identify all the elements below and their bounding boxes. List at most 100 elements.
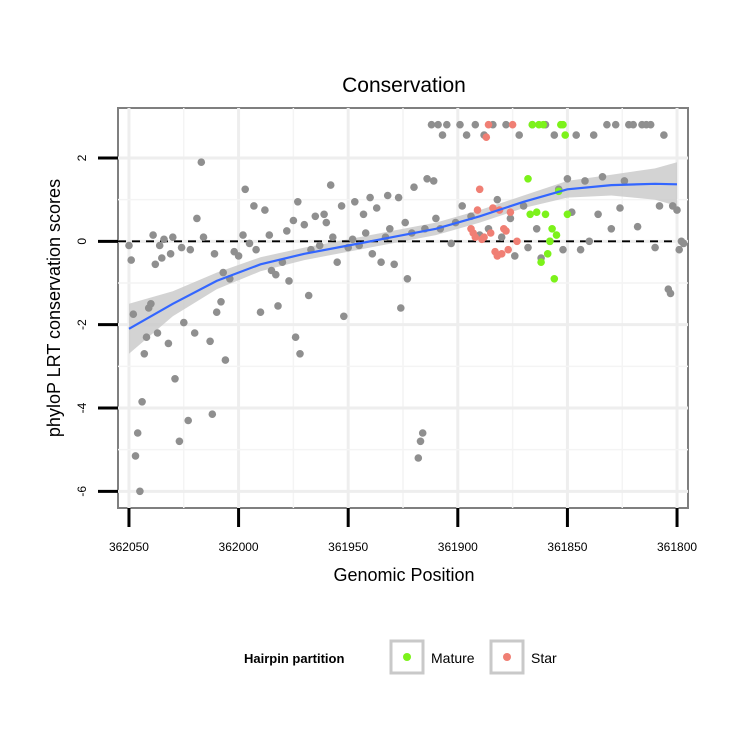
data-point-other	[322, 218, 331, 227]
y-axis-title: phyloP LRT conservation scores	[44, 179, 64, 437]
data-point-other	[394, 193, 403, 202]
legend-marker-star	[503, 653, 511, 661]
data-point-other	[272, 270, 280, 279]
data-point-other	[633, 222, 642, 231]
data-point-other	[550, 131, 559, 139]
data-point-other	[629, 120, 637, 129]
data-point-other	[234, 252, 243, 260]
data-point-other	[397, 304, 405, 312]
data-point-other	[679, 239, 688, 248]
data-point-other	[283, 227, 291, 235]
data-point-star	[489, 204, 497, 212]
data-point-other	[666, 289, 675, 298]
data-point-other	[675, 245, 683, 254]
data-point-other	[414, 454, 423, 462]
data-point-other	[252, 245, 260, 254]
data-point-other	[576, 245, 585, 254]
data-point-other	[655, 202, 664, 210]
data-point-other	[245, 239, 254, 248]
data-point-other	[190, 329, 199, 337]
data-point-other	[169, 233, 177, 241]
data-point-other	[177, 243, 186, 252]
data-point-other	[239, 231, 247, 239]
data-point-other	[515, 131, 523, 139]
data-point-mature	[532, 208, 541, 216]
data-point-other	[594, 210, 602, 219]
data-point-other	[456, 120, 464, 129]
data-point-other	[359, 210, 368, 219]
data-point-other	[296, 350, 304, 358]
data-point-mature	[563, 210, 572, 219]
grid-lines	[118, 108, 688, 508]
x-axis-title: Genomic Position	[333, 565, 474, 585]
data-point-other	[581, 177, 589, 185]
data-point-other	[140, 350, 149, 358]
data-point-other	[418, 429, 427, 437]
data-point-other	[333, 258, 342, 267]
data-point-other	[563, 175, 572, 183]
data-point-other	[340, 312, 348, 321]
data-point-other	[559, 245, 567, 254]
data-point-other	[368, 250, 377, 258]
data-point-mature	[526, 210, 534, 219]
legend-label-star: Star	[531, 650, 557, 666]
data-point-other	[241, 185, 249, 194]
data-point-other	[403, 275, 412, 283]
data-point-other	[265, 231, 274, 239]
data-point-other	[443, 120, 451, 129]
data-point-other	[598, 173, 607, 181]
data-point-other	[153, 329, 162, 337]
data-point-other	[416, 437, 425, 446]
data-point-other	[217, 298, 225, 306]
data-point-other	[410, 183, 418, 191]
data-point-other	[603, 120, 611, 129]
y-tick-label: -4	[75, 402, 89, 413]
data-point-other	[423, 175, 431, 183]
data-point-star	[513, 237, 521, 246]
data-points	[125, 120, 688, 496]
data-point-other	[434, 120, 442, 129]
data-point-other	[221, 356, 230, 364]
data-point-other	[348, 235, 357, 244]
data-point-other	[289, 216, 298, 225]
data-point-other	[390, 260, 399, 269]
data-point-other	[524, 243, 532, 252]
data-point-other	[294, 198, 302, 206]
y-tick-label: -6	[75, 486, 89, 497]
data-point-other	[160, 235, 168, 244]
data-point-other	[184, 416, 192, 425]
data-point-star	[475, 185, 484, 194]
data-point-mature	[541, 210, 550, 219]
data-point-other	[151, 260, 160, 269]
data-point-other	[427, 120, 436, 129]
data-point-other	[166, 250, 175, 258]
data-point-other	[138, 398, 146, 406]
data-point-other	[149, 231, 157, 239]
data-point-other	[646, 120, 655, 129]
data-point-other	[320, 210, 328, 219]
x-tick-label: 361900	[438, 540, 478, 554]
data-point-mature	[528, 120, 537, 129]
data-point-mature	[537, 258, 545, 267]
data-point-other	[401, 218, 410, 227]
data-point-other	[589, 131, 598, 139]
data-point-star	[506, 208, 515, 216]
data-point-mature	[543, 250, 552, 258]
data-point-star	[486, 229, 495, 237]
data-point-other	[386, 225, 394, 233]
data-point-other	[193, 214, 201, 223]
y-tick-label: -2	[75, 319, 89, 330]
data-point-other	[506, 214, 515, 223]
data-point-other	[458, 202, 467, 210]
legend-label-mature: Mature	[431, 650, 475, 666]
data-point-other	[208, 410, 217, 419]
data-point-other	[274, 302, 282, 310]
data-point-other	[519, 202, 528, 210]
x-tick-label: 361950	[328, 540, 368, 554]
data-point-other	[250, 202, 258, 210]
data-point-star	[482, 133, 491, 141]
data-point-other	[361, 229, 370, 237]
data-point-mature	[539, 120, 548, 129]
data-point-other	[171, 375, 179, 383]
smooth-trend-line	[128, 182, 678, 330]
